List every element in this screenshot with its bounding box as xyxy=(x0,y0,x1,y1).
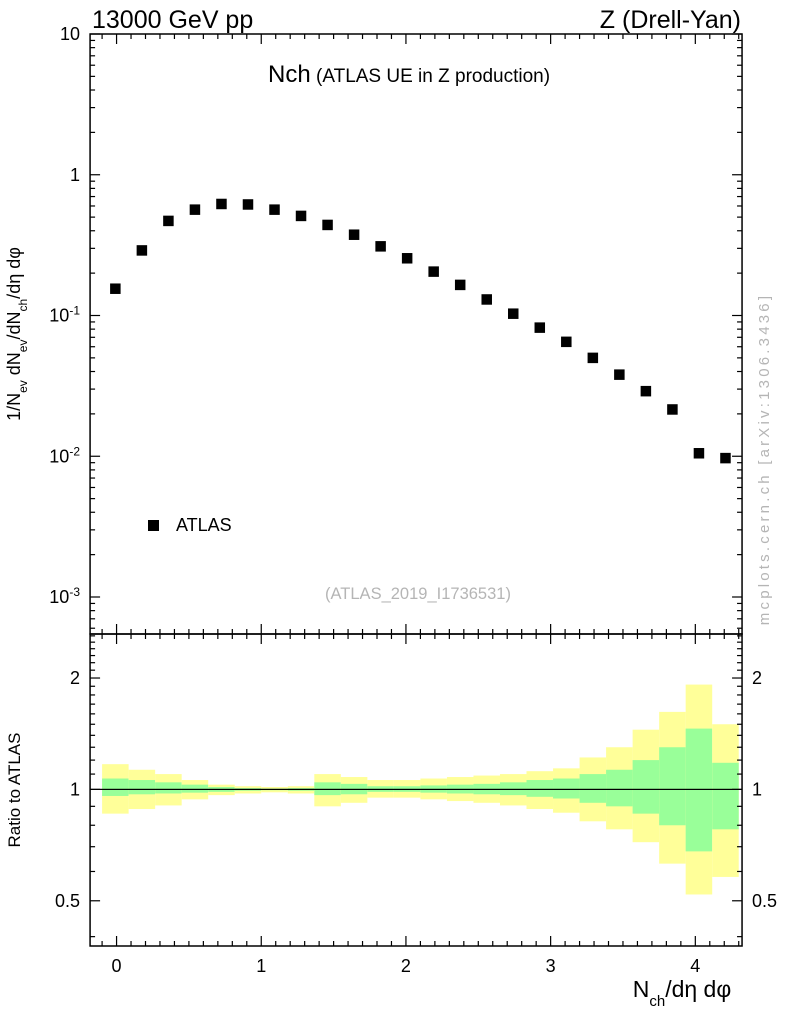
svg-text:2: 2 xyxy=(401,956,411,976)
svg-text:0.5: 0.5 xyxy=(752,891,777,911)
svg-text:1: 1 xyxy=(256,956,266,976)
svg-text:1: 1 xyxy=(70,780,80,800)
svg-text:Ratio to ATLAS: Ratio to ATLAS xyxy=(5,733,24,848)
svg-text:4: 4 xyxy=(690,956,700,976)
svg-text:Z (Drell-Yan): Z (Drell-Yan) xyxy=(600,6,741,34)
svg-text:0: 0 xyxy=(112,956,122,976)
svg-text:10: 10 xyxy=(60,24,80,44)
svg-text:Nch: Nch xyxy=(268,61,311,88)
svg-text:1: 1 xyxy=(752,780,762,800)
svg-text:(ATLAS UE in Z production): (ATLAS UE in Z production) xyxy=(316,66,550,87)
svg-text:1: 1 xyxy=(70,165,80,185)
svg-text:2: 2 xyxy=(752,668,762,688)
svg-text:3: 3 xyxy=(546,956,556,976)
svg-text:mcplots.cern.ch [arXiv:1306.34: mcplots.cern.ch [arXiv:1306.3436] xyxy=(756,293,773,625)
svg-text:(ATLAS_2019_I1736531): (ATLAS_2019_I1736531) xyxy=(325,585,511,603)
svg-text:2: 2 xyxy=(70,668,80,688)
svg-text:0.5: 0.5 xyxy=(55,891,80,911)
svg-text:13000 GeV pp: 13000 GeV pp xyxy=(92,6,253,34)
svg-text:ATLAS: ATLAS xyxy=(176,515,232,535)
